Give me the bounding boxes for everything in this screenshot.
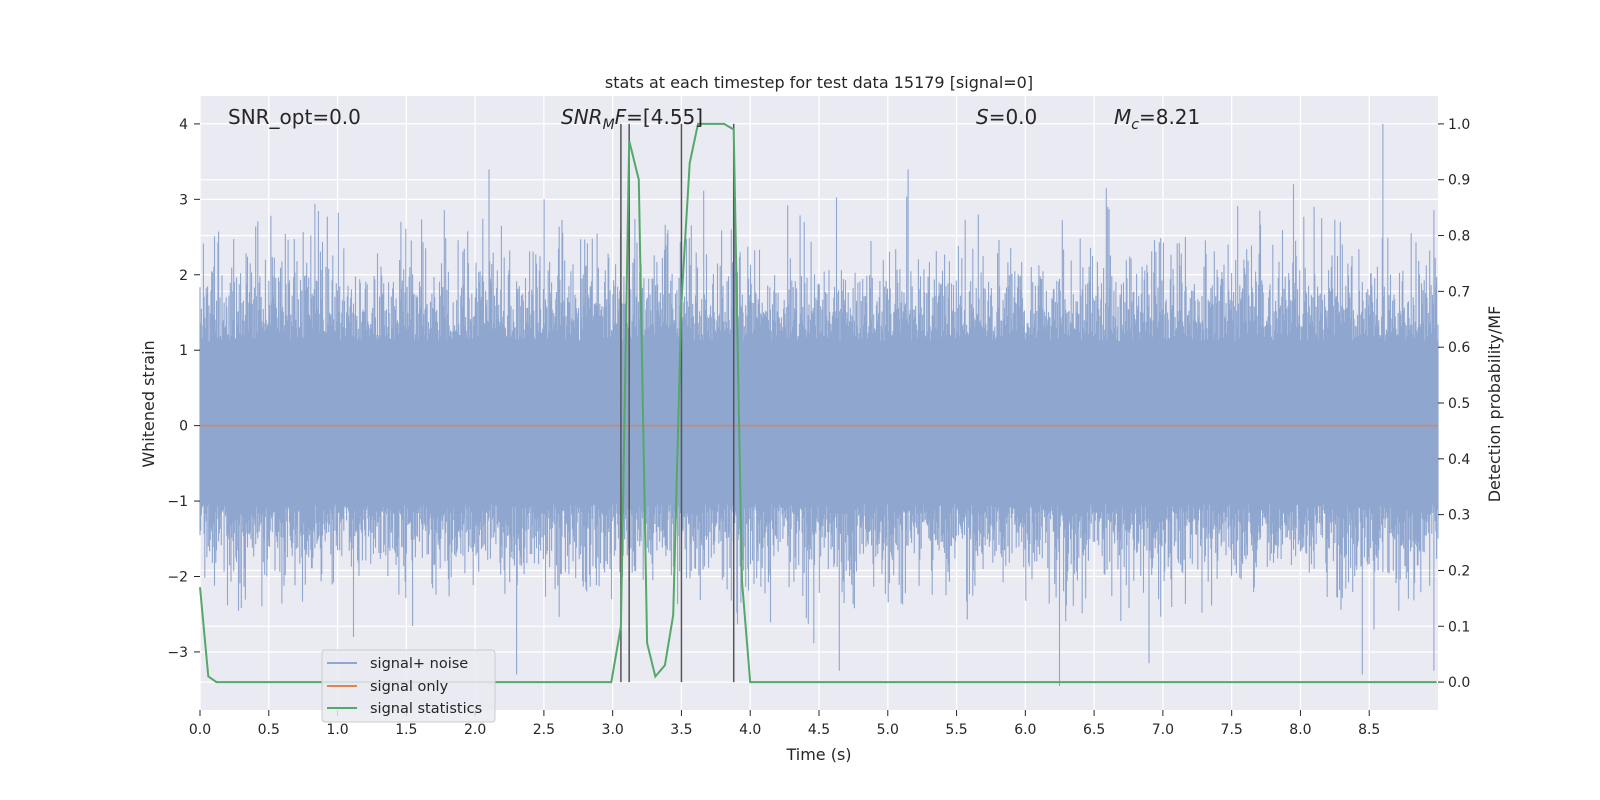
legend-box [321, 649, 496, 723]
left-y-ticks: 4 3 2 1 0 −1 −2 −3 [167, 117, 200, 661]
right-y-tick-label: 0.8 [1448, 229, 1470, 245]
x-tick-label: 0.0 [189, 722, 211, 738]
annotation-s-part: S [976, 105, 989, 129]
annotation-snr-mf-part: F [615, 105, 627, 129]
x-tick-label: 1.5 [395, 722, 417, 738]
x-tick-label: 2.5 [533, 722, 555, 738]
signal-statistics-line [199, 122, 1437, 684]
right-y-ticks: 1.0 0.9 0.8 0.7 0.6 0.5 0.4 0.3 0.2 0.1 0.0 [1438, 117, 1470, 691]
left-y-tick-label: −1 [167, 494, 188, 510]
right-y-tick-label: 1.0 [1448, 117, 1470, 133]
y-right-axis-label: Detection probability/MF [1485, 306, 1504, 503]
chart-title: stats at each timestep for test data 151… [605, 73, 1033, 92]
left-y-tick-label: 3 [179, 192, 188, 208]
x-tick-label: 4.5 [808, 722, 830, 738]
x-tick-label: 6.0 [1014, 722, 1036, 738]
x-axis-label: Time (s) [785, 745, 851, 764]
x-tick-label: 0.5 [258, 722, 280, 738]
right-y-tick-label: 0.5 [1448, 396, 1470, 412]
x-tick-label: 2.0 [464, 722, 486, 738]
annotation-mc-sub: c [1131, 117, 1139, 133]
annotation-mc-part: M [1114, 105, 1131, 129]
x-tick-label: 3.5 [670, 722, 692, 738]
left-y-tick-label: 4 [179, 117, 188, 133]
x-tick-label: 3.0 [602, 722, 624, 738]
x-tick-label: 8.5 [1358, 722, 1380, 738]
right-y-tick-label: 0.6 [1448, 340, 1470, 356]
left-y-tick-label: 2 [179, 268, 188, 284]
annotation-snr-opt: SNR_opt=0.0 [228, 105, 361, 129]
x-tick-label: 1.0 [326, 722, 348, 738]
legend-label-signal-statistics: signal statistics [370, 701, 482, 717]
x-tick-label: 7.5 [1221, 722, 1243, 738]
right-y-tick-label: 0.9 [1448, 173, 1470, 189]
x-ticks: 0.0 0.5 1.0 1.5 2.0 2.5 3.0 3.5 4.0 4.5 5.0 5.5 6.0 6… [189, 710, 1380, 738]
right-y-tick-label: 0.7 [1448, 284, 1470, 300]
annotation-snr-mf-value: =[4.55] [626, 105, 703, 129]
x-tick-label: 8.0 [1289, 722, 1311, 738]
x-tick-label: 5.0 [877, 722, 899, 738]
legend: signal+ noise signal only signal statist… [321, 649, 496, 723]
annotation-s: S=0.0 [976, 105, 1037, 129]
x-tick-label: 4.0 [739, 722, 761, 738]
y-axis-label: Whitened strain [139, 340, 158, 467]
annotation-snr-mf: SNRMF=[4.55] [561, 105, 703, 133]
x-tick-label: 5.5 [945, 722, 967, 738]
x-tick-label: 7.0 [1152, 722, 1174, 738]
right-y-tick-label: 0.0 [1448, 675, 1470, 691]
signal-noise-series [199, 123, 1439, 686]
right-y-tick-label: 0.2 [1448, 563, 1470, 579]
x-tick-label: 6.5 [1083, 722, 1105, 738]
left-y-tick-label: 1 [179, 343, 188, 359]
left-y-tick-label: −3 [167, 645, 188, 661]
legend-label-signal-noise: signal+ noise [370, 656, 468, 672]
signal-noise-trace [199, 123, 1439, 686]
annotation-snr-mf-sub: M [603, 117, 615, 133]
annotation-s-value: =0.0 [989, 105, 1038, 129]
right-y-tick-label: 0.4 [1448, 452, 1470, 468]
right-y-tick-label: 0.1 [1448, 619, 1470, 635]
annotation-mc: Mc=8.21 [1114, 105, 1200, 133]
legend-label-signal-only: signal only [370, 679, 449, 695]
left-y-tick-label: −2 [167, 569, 188, 585]
left-y-tick-label: 0 [179, 419, 188, 435]
annotation-snr-mf-part: SNR [561, 105, 603, 129]
right-y-tick-label: 0.3 [1448, 508, 1470, 524]
annotation-mc-value: =8.21 [1139, 105, 1200, 129]
